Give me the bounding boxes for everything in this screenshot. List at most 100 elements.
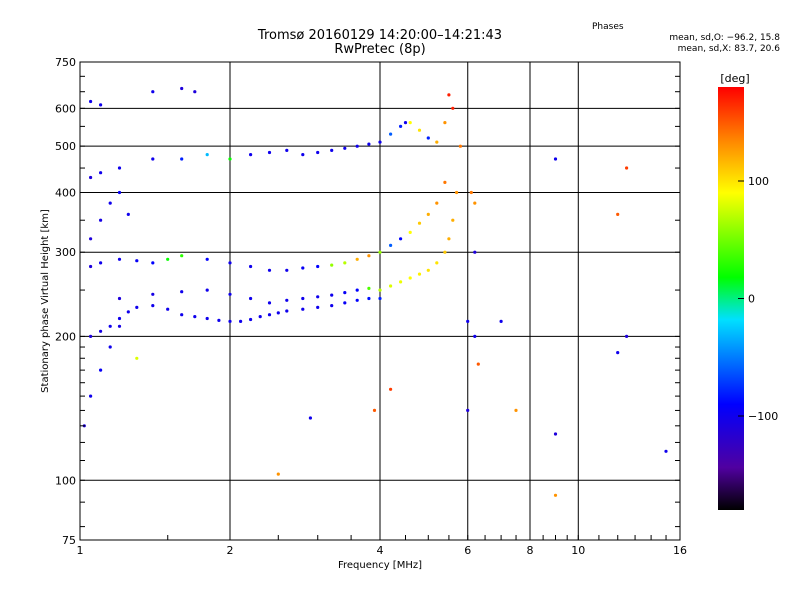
data-point: [389, 243, 393, 247]
data-point: [99, 329, 103, 333]
data-point: [117, 166, 122, 170]
data-point: [108, 324, 112, 328]
data-point: [166, 257, 170, 261]
data-point: [426, 212, 430, 216]
data-point: [408, 276, 412, 280]
data-point: [151, 292, 155, 296]
data-point: [553, 493, 558, 497]
data-point: [616, 212, 620, 216]
data-point: [205, 153, 209, 157]
data-point: [417, 272, 422, 276]
data-point: [89, 99, 93, 104]
data-point: [180, 157, 184, 161]
colorbar-unit: [deg]: [720, 72, 749, 85]
data-point: [126, 310, 130, 314]
data-point: [473, 201, 477, 205]
data-point: [117, 257, 122, 261]
data-point: [447, 237, 451, 241]
data-point: [267, 150, 272, 155]
data-point: [258, 315, 262, 319]
data-point: [389, 132, 393, 136]
data-point: [625, 166, 629, 170]
stats-o-mode: mean, sd,O: −96.2, 15.8: [669, 33, 780, 43]
colorbar-tick-label: 0: [748, 293, 755, 306]
y-tick-label: 400: [55, 186, 76, 199]
data-point: [301, 266, 305, 270]
data-point: [553, 432, 558, 436]
data-point: [330, 148, 334, 152]
data-point: [249, 296, 253, 301]
data-point: [193, 90, 197, 94]
grid-lines: [80, 62, 680, 540]
data-point: [301, 307, 305, 311]
data-point: [443, 180, 447, 184]
data-points: [82, 86, 668, 497]
y-tick-label: 600: [55, 102, 76, 115]
data-point: [367, 286, 371, 290]
data-point: [378, 288, 382, 292]
stats-x-mode: mean, sd,X: 83.7, 20.6: [677, 44, 780, 54]
data-point: [228, 261, 232, 265]
chart-subtitle: RwPretec (8p): [334, 42, 426, 57]
data-point: [473, 250, 477, 254]
data-point: [316, 150, 320, 155]
data-point: [435, 201, 439, 205]
data-point: [426, 268, 430, 272]
data-point: [228, 292, 232, 296]
data-point: [135, 356, 139, 360]
data-point: [89, 394, 93, 398]
data-point: [285, 148, 289, 152]
data-point: [343, 291, 347, 295]
data-point: [466, 408, 470, 412]
data-point: [378, 296, 382, 301]
data-point: [399, 280, 403, 284]
data-point: [476, 362, 480, 366]
data-point: [89, 264, 93, 269]
data-point: [316, 305, 320, 309]
data-point: [285, 298, 289, 302]
y-axis-label: Stationary phase Virtual Height [km]: [40, 209, 51, 393]
data-point: [389, 284, 393, 288]
data-point: [193, 315, 197, 319]
data-point: [367, 142, 371, 146]
data-point: [89, 334, 93, 338]
data-point: [408, 230, 412, 234]
y-tick-label: 500: [55, 140, 76, 153]
data-point: [426, 136, 430, 140]
x-tick-label: 8: [527, 544, 534, 557]
data-point: [355, 257, 359, 261]
data-point: [355, 288, 359, 292]
data-point: [403, 121, 408, 125]
data-point: [99, 261, 103, 265]
data-point: [343, 301, 347, 305]
x-axis-label: Frequency [MHz]: [338, 560, 422, 571]
data-point: [417, 128, 422, 132]
data-point: [180, 313, 184, 317]
data-point: [330, 263, 334, 267]
data-point: [267, 268, 272, 272]
data-point: [378, 250, 382, 254]
data-point: [89, 237, 93, 241]
data-point: [435, 261, 439, 265]
data-point: [451, 106, 455, 110]
data-point: [117, 190, 122, 195]
data-point: [301, 153, 305, 157]
data-point: [664, 449, 668, 453]
data-point: [553, 157, 558, 161]
data-point: [205, 288, 209, 292]
data-point: [399, 124, 403, 128]
data-point: [249, 264, 253, 269]
data-point: [108, 345, 112, 349]
y-tick-label: 750: [55, 56, 76, 69]
x-tick-label: 2: [227, 544, 234, 557]
data-point: [408, 121, 412, 125]
colorbar-tick-label: −100: [748, 410, 778, 423]
data-point: [99, 218, 103, 222]
data-point: [473, 334, 477, 338]
y-tick-label: 200: [55, 330, 76, 343]
x-tick-label: 10: [571, 544, 585, 557]
data-point: [151, 157, 155, 161]
data-point: [443, 121, 447, 125]
data-point: [99, 171, 103, 175]
